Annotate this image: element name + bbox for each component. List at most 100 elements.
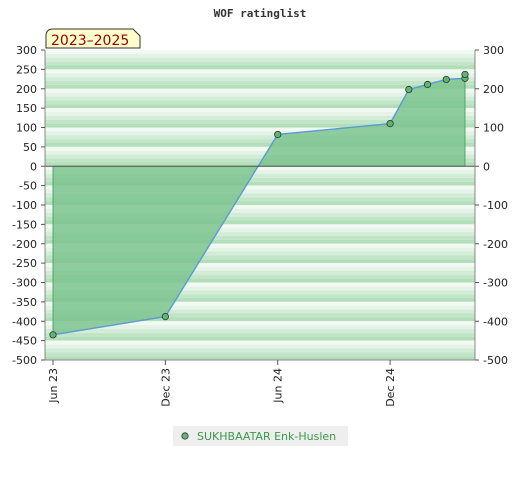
y-tick-label-left: -350 — [12, 296, 37, 309]
data-point — [161, 312, 169, 321]
band-strip — [45, 321, 475, 326]
band-strip — [45, 340, 475, 345]
band-strip — [45, 65, 475, 70]
band-strip — [45, 208, 475, 213]
band-strip — [45, 92, 475, 97]
data-point — [386, 120, 394, 128]
x-tick-label: Dec 23 — [159, 368, 172, 407]
band-strip — [45, 53, 475, 58]
y-tick-label-right: 300 — [483, 44, 504, 57]
band-strip — [45, 201, 475, 205]
band-strip — [45, 77, 475, 81]
band-strip — [45, 317, 475, 322]
band-strip — [45, 112, 475, 116]
band-strip — [45, 313, 475, 318]
band-strip — [45, 270, 475, 275]
band-strip — [45, 224, 475, 229]
band-strip — [45, 282, 475, 287]
band-strip — [45, 100, 475, 105]
band-strip — [45, 84, 475, 89]
y-tick-label-left: -500 — [12, 354, 37, 367]
band-strip — [45, 243, 475, 248]
band-strip — [45, 193, 475, 198]
band-strip — [45, 104, 475, 109]
y-tick-label-left: -50 — [19, 180, 37, 193]
band-strip — [45, 61, 475, 66]
band-strip — [45, 232, 475, 236]
x-tick-label: Jun 24 — [272, 368, 285, 404]
y-tick-label-left: -300 — [12, 277, 37, 290]
band-strip — [45, 332, 475, 337]
band-strip — [45, 336, 475, 341]
y-tick-label-right: 0 — [483, 160, 490, 173]
band-strip — [45, 301, 475, 306]
data-point — [274, 130, 282, 139]
chart-title: WOF ratinglist — [214, 7, 307, 20]
band-strip — [45, 278, 475, 283]
band-strip — [45, 267, 475, 271]
y-tick-label-right: 200 — [483, 83, 504, 96]
band-strip — [45, 294, 475, 298]
y-tick-label-left: 100 — [16, 122, 37, 135]
band-strip — [45, 212, 475, 217]
band-strip — [45, 344, 475, 349]
band-strip — [45, 88, 475, 93]
band-strip — [45, 325, 475, 329]
band-strip — [45, 236, 475, 240]
y-tick-label-right: -200 — [483, 238, 508, 251]
band-strip — [45, 170, 475, 174]
y-tick-label-left: -200 — [12, 238, 37, 251]
band-strip — [45, 143, 475, 147]
y-tick-label-left: 200 — [16, 83, 37, 96]
data-point — [49, 331, 57, 339]
band-strip — [45, 352, 475, 357]
band-strip — [45, 220, 475, 225]
band-strip — [45, 123, 475, 128]
band-strip — [45, 239, 475, 244]
band-strip — [45, 57, 475, 62]
band-strip — [45, 290, 475, 295]
y-tick-label-left: -250 — [12, 257, 37, 270]
band-strip — [45, 166, 475, 171]
band-strip — [45, 150, 475, 155]
band-strip — [45, 81, 475, 85]
band-strip — [45, 158, 475, 163]
band-strip — [45, 309, 475, 314]
band-strip — [45, 298, 475, 302]
band-strip — [45, 181, 475, 186]
band-strip — [45, 356, 475, 360]
band-strip — [45, 146, 475, 151]
y-tick-label-left: 250 — [16, 63, 37, 76]
y-tick-label-left: -450 — [12, 335, 37, 348]
band-strip — [45, 174, 475, 178]
band-strip — [45, 154, 475, 159]
band-strip — [45, 228, 475, 233]
y-tick-label-left: -400 — [12, 315, 37, 328]
band-strip — [45, 205, 475, 209]
band-strip — [45, 96, 475, 101]
band-strip — [45, 177, 475, 182]
y-tick-label-left: 150 — [16, 102, 37, 115]
band-strip — [45, 115, 475, 120]
band-strip — [45, 255, 475, 260]
y-tick-label-left: 50 — [23, 141, 37, 154]
y-tick-label-right: -400 — [483, 315, 508, 328]
y-tick-label-left: -100 — [12, 199, 37, 212]
band-strip — [45, 305, 475, 310]
data-point — [405, 85, 413, 94]
band-strip — [45, 189, 475, 194]
background-bands — [45, 50, 475, 360]
band-strip — [45, 185, 475, 190]
legend: SUKHBAATAR Enk-Huslen — [173, 426, 348, 446]
band-strip — [45, 73, 475, 78]
band-strip — [45, 247, 475, 252]
band-strip — [45, 197, 475, 202]
band-strip — [45, 259, 475, 264]
band-strip — [45, 139, 475, 143]
y-tick-label-left: -150 — [12, 218, 37, 231]
y-tick-label-right: -300 — [483, 277, 508, 290]
band-strip — [45, 216, 475, 221]
band-strip — [45, 348, 475, 353]
period-badge: 2023–2025 — [45, 28, 141, 49]
